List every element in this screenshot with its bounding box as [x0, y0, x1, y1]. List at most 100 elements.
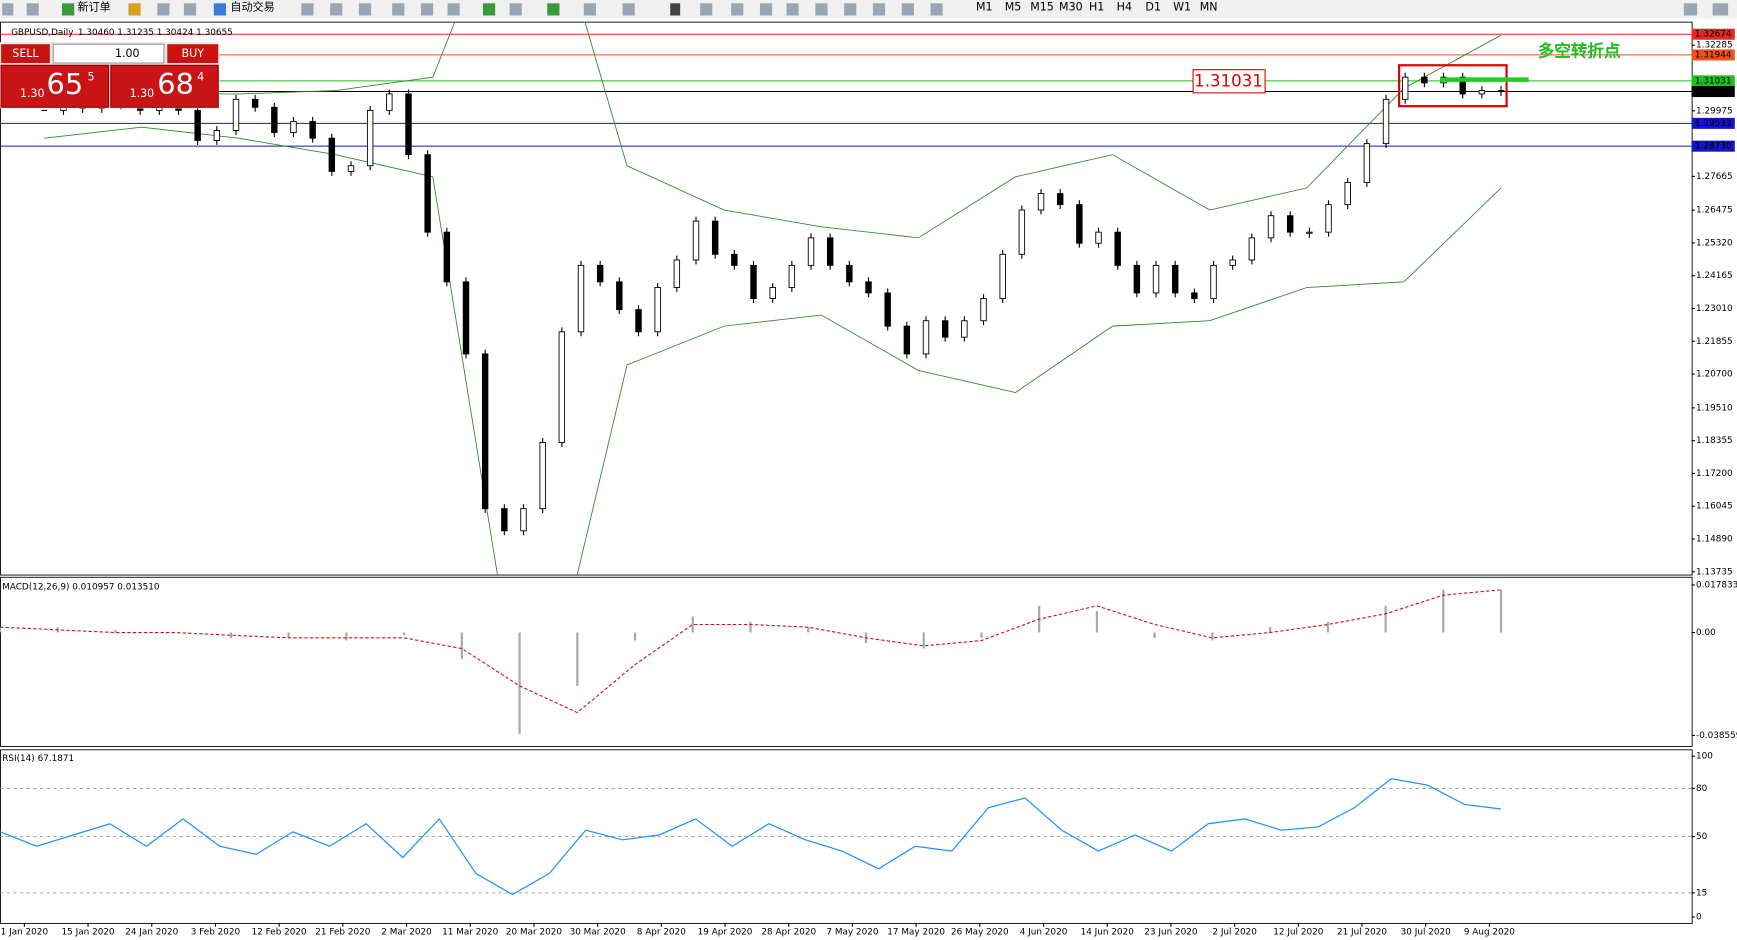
x-tick-label: 21 Feb 2020	[315, 928, 370, 938]
annotation: 1.31031	[1194, 71, 1263, 90]
chart-title: GBPUSD,Daily 1.30460 1.31235 1.30424 1.30…	[11, 28, 233, 38]
candle-body	[884, 292, 891, 327]
panel-frame	[0, 21, 1693, 576]
sell-price-big: 1.30	[20, 87, 45, 100]
candle-body	[865, 281, 872, 294]
candle-body	[1229, 259, 1236, 266]
candle-body	[1306, 231, 1313, 234]
timeframe-button[interactable]: H4	[1117, 1, 1132, 14]
x-tick-label: 20 Mar 2020	[506, 928, 562, 938]
y-tick-label: 0.017833	[1696, 580, 1737, 590]
x-tick-label: 21 Jul 2020	[1337, 928, 1387, 938]
candle-body	[309, 121, 316, 139]
candle-body	[673, 259, 681, 288]
buy-button[interactable]	[167, 44, 219, 64]
y-tick-label: 0.00	[1696, 628, 1716, 638]
timeframe-button[interactable]: M1	[976, 1, 993, 14]
candle-body	[577, 264, 585, 333]
timeframe-button[interactable]: H1	[1089, 1, 1104, 14]
candle-body	[1248, 237, 1256, 261]
candle-body	[481, 353, 489, 510]
candle-body	[347, 165, 355, 172]
candle-body	[1095, 231, 1102, 244]
candle-body	[826, 237, 834, 266]
y-tick-label: 1.19510	[1696, 403, 1733, 413]
x-tick-label: 26 May 2020	[951, 928, 1009, 938]
timeframe-button[interactable]: W1	[1173, 1, 1191, 14]
x-tick-label: 2 Mar 2020	[381, 928, 432, 938]
price-level-tag	[1691, 49, 1735, 61]
timeframe-button[interactable]: D1	[1145, 1, 1161, 14]
candle-body	[1382, 98, 1390, 145]
y-tick-label: 1.25320	[1696, 238, 1733, 248]
timeframe-button[interactable]: MN	[1200, 1, 1218, 14]
price-level-tag	[1691, 140, 1735, 152]
lot-value[interactable]: 1.00	[115, 47, 140, 60]
timeframe-button[interactable]: M30	[1059, 1, 1083, 14]
candle-body	[596, 264, 604, 283]
lot-field[interactable]	[52, 43, 165, 64]
candle-body	[1114, 231, 1121, 266]
y-tick-label: 50	[1696, 832, 1708, 842]
candle-body	[1076, 204, 1083, 244]
x-tick-label: 30 Jul 2020	[1401, 928, 1451, 938]
candle-body	[961, 320, 968, 338]
x-tick-label: 1 Jan 2020	[1, 928, 49, 938]
one-click-trading: SELL 1.00 BUY 1.30 65 5 1.30 68 4	[0, 42, 220, 109]
buy-price-box[interactable]	[110, 64, 219, 108]
candle-body	[1497, 90, 1505, 93]
price-level-label: 1.32674	[1695, 30, 1732, 40]
y-tick-label: 80	[1696, 784, 1708, 794]
sell-button[interactable]	[1, 44, 50, 64]
candle-body	[1210, 264, 1217, 300]
candle-body	[366, 109, 374, 167]
candle-body	[922, 320, 930, 355]
price-level-label: 1.29533	[1695, 119, 1732, 129]
x-tick-label: 12 Feb 2020	[252, 928, 307, 938]
buy-price-big: 1.30	[130, 87, 155, 100]
highlight-box	[1398, 64, 1508, 108]
y-tick-label: 1.21855	[1696, 337, 1733, 347]
annotation-box	[1192, 69, 1266, 94]
candle-body	[424, 154, 431, 233]
candle-body	[1133, 264, 1141, 294]
y-tick-label: 1.32285	[1696, 41, 1733, 51]
candle-body	[1421, 76, 1428, 84]
candle-body	[980, 298, 987, 322]
candle-body	[769, 287, 776, 300]
candle-body	[251, 98, 259, 108]
timeframe-button[interactable]: M5	[1005, 1, 1022, 14]
x-tick-label: 12 Jul 2020	[1273, 928, 1323, 938]
sell-label[interactable]: SELL	[12, 47, 39, 60]
panel-frame	[0, 576, 1693, 747]
candle-body	[654, 287, 661, 333]
y-tick-label: 1.18355	[1696, 436, 1733, 446]
x-tick-label: 9 Aug 2020	[1464, 928, 1515, 938]
candle-body	[232, 98, 240, 131]
candle-body	[501, 508, 508, 532]
x-tick-label: 23 Jun 2020	[1144, 928, 1198, 938]
candle-body	[1344, 182, 1351, 206]
auto-trading-button[interactable]: 自动交易	[230, 0, 274, 14]
y-tick-label: 1.24165	[1696, 271, 1733, 281]
price-level-tag	[1691, 117, 1735, 129]
candle-body	[999, 253, 1006, 300]
x-tick-label: 15 Jan 2020	[62, 928, 115, 938]
sell-price-box[interactable]	[0, 64, 110, 108]
y-tick-label: 1.26475	[1696, 206, 1733, 216]
timeframe-button[interactable]: M15	[1030, 1, 1054, 14]
x-tick-label: 28 Apr 2020	[761, 928, 816, 938]
sell-price-point: 5	[88, 70, 95, 83]
y-tick-label: 1.13735	[1696, 567, 1733, 577]
buy-label[interactable]: BUY	[182, 47, 205, 60]
price-level-label: 1.31944	[1695, 50, 1732, 60]
candle-body	[1286, 215, 1294, 233]
candle-body	[903, 325, 911, 355]
new-order-button[interactable]: 新订单	[78, 0, 111, 14]
buy-price-pips: 68	[157, 67, 194, 101]
candle-body	[443, 231, 451, 283]
candle-body	[1037, 193, 1045, 211]
candle-body	[1401, 76, 1409, 100]
x-tick-label: 30 Mar 2020	[570, 928, 626, 938]
x-tick-label: 7 May 2020	[826, 928, 878, 938]
